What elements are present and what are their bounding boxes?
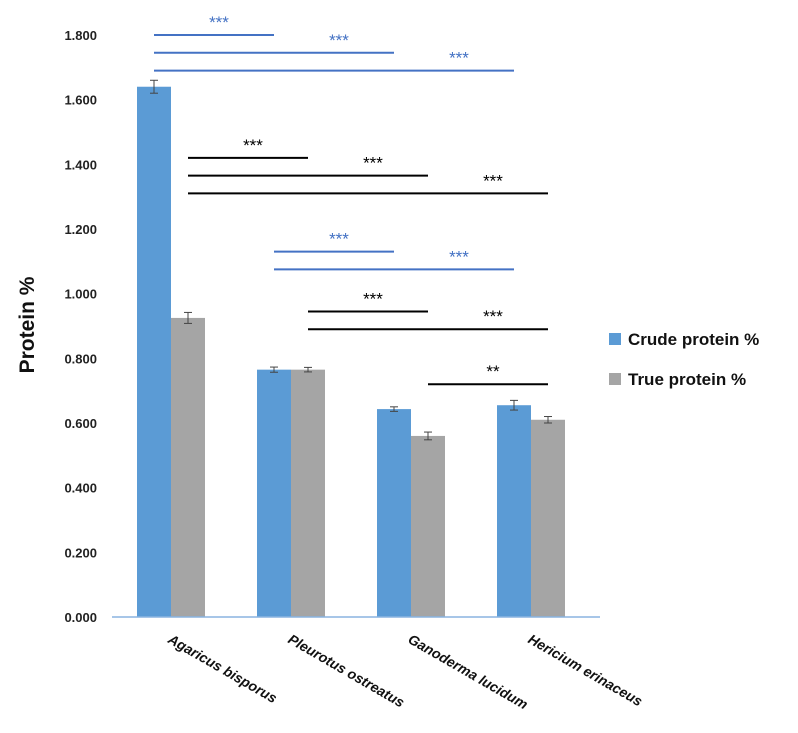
y-tick-label: 1.600 — [64, 93, 97, 108]
significance-label: *** — [449, 247, 469, 266]
significance-bracket: *** — [308, 289, 428, 313]
y-axis-label: Protein % — [16, 276, 39, 373]
significance-bracket: *** — [154, 13, 274, 36]
y-tick-label: 0.600 — [64, 416, 97, 431]
significance-bracket: *** — [188, 154, 428, 177]
error-bar — [510, 399, 518, 411]
legend-swatch — [609, 333, 621, 345]
significance-bracket: *** — [274, 230, 394, 253]
significance-brackets: ******************************** — [154, 13, 548, 386]
y-tick-label: 1.200 — [64, 222, 97, 237]
significance-bracket: *** — [188, 136, 308, 159]
error-bars — [150, 79, 552, 441]
bar-true-protein — [531, 419, 565, 617]
category-label: Agaricus bisporus — [165, 630, 281, 706]
y-tick-label: 1.800 — [64, 28, 97, 43]
category-labels: Agaricus bisporus Pleurotus ostreatusGano… — [165, 630, 646, 712]
legend-label: True protein % — [628, 370, 746, 389]
category-label: Ganoderma lucidum — [406, 631, 531, 713]
significance-label: *** — [209, 13, 229, 32]
legend-item: Crude protein % — [609, 330, 759, 349]
error-bar — [270, 366, 278, 373]
bar-crude-protein — [497, 405, 531, 617]
bar-crude-protein — [377, 409, 411, 617]
y-tick-label: 1.000 — [64, 287, 97, 302]
category-label: Hericium erinaceus — [526, 631, 646, 710]
bar-true-protein — [291, 369, 325, 617]
bar-crude-protein — [137, 86, 171, 617]
y-tick-label: 0.800 — [64, 351, 97, 366]
significance-label: *** — [483, 171, 503, 190]
y-tick-label: 0.400 — [64, 481, 97, 496]
significance-label: *** — [449, 49, 469, 68]
significance-bracket: *** — [188, 171, 548, 195]
significance-bracket: *** — [154, 49, 514, 72]
error-bar — [424, 431, 432, 441]
bar-true-protein — [411, 435, 445, 617]
bar-series — [137, 86, 565, 617]
y-axis: 0.000 0.200 0.400 0.600 0.800 1.000 1.200 1.400… — [64, 28, 97, 625]
significance-bracket: *** — [308, 307, 548, 331]
error-bar — [544, 416, 552, 424]
y-tick-label: 0.000 — [64, 610, 97, 625]
category-label: Pleurotus ostreatus — [286, 631, 408, 711]
legend-item: True protein % — [609, 370, 746, 389]
significance-label: ** — [486, 362, 500, 381]
error-bar — [150, 79, 158, 94]
significance-bracket: *** — [154, 31, 394, 54]
significance-label: *** — [363, 289, 383, 308]
bar-crude-protein — [257, 369, 291, 617]
legend-swatch — [609, 373, 621, 385]
significance-label: *** — [243, 136, 263, 155]
significance-label: *** — [363, 154, 383, 173]
y-tick-label: 0.200 — [64, 545, 97, 560]
significance-label: *** — [483, 307, 503, 326]
significance-label: *** — [329, 31, 349, 50]
legend: Crude protein % True protein % — [609, 330, 759, 389]
error-bar — [390, 406, 398, 412]
significance-label: *** — [329, 230, 349, 249]
error-bar — [184, 311, 192, 324]
bar-true-protein — [171, 317, 205, 617]
legend-label: Crude protein % — [628, 330, 759, 349]
significance-bracket: ** — [428, 362, 548, 386]
y-tick-label: 1.400 — [64, 157, 97, 172]
significance-bracket: *** — [274, 247, 514, 271]
error-bar — [304, 366, 312, 373]
